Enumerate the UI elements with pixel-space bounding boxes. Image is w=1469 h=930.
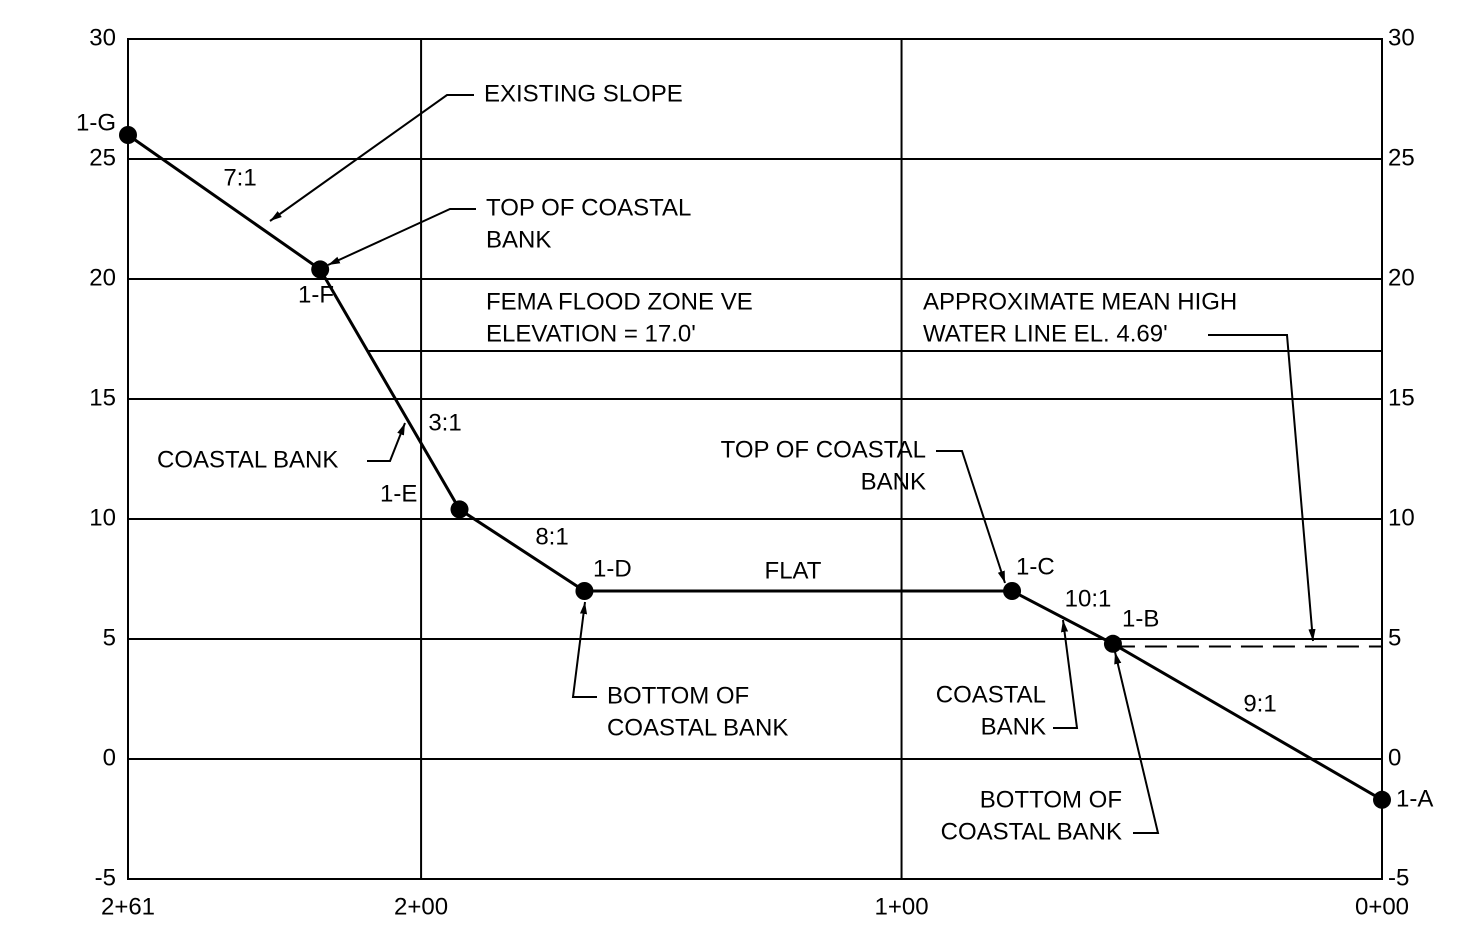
point-label: 1-E — [380, 480, 417, 507]
annotation: EXISTING SLOPE — [484, 80, 683, 107]
annotation: TOP OF COASTAL — [486, 194, 691, 221]
point-label: 1-G — [76, 109, 116, 136]
leader-line — [367, 422, 406, 462]
y2-tick-label: -5 — [1388, 864, 1409, 891]
y-tick-label: 20 — [89, 264, 116, 291]
leader-line — [571, 601, 597, 698]
leader-line — [269, 94, 474, 222]
point-label: 1-B — [1122, 605, 1159, 632]
y2-tick-label: 20 — [1388, 264, 1415, 291]
x-tick-label: 1+00 — [875, 893, 929, 920]
annotation: COASTAL BANK — [157, 446, 338, 473]
y-tick-label: 10 — [89, 504, 116, 531]
point-label: 1-D — [593, 555, 632, 582]
point-label: 1-C — [1016, 553, 1055, 580]
annotation: FEMA FLOOD ZONE VE — [486, 288, 753, 315]
leader-line — [327, 208, 476, 266]
station-point — [1373, 790, 1391, 809]
annotation: COASTAL BANK — [607, 714, 788, 741]
annotation: COASTAL BANK — [941, 818, 1122, 845]
annotation: BANK — [486, 226, 551, 253]
annotation: WATER LINE EL. 4.69' — [923, 320, 1168, 347]
annotation: BANK — [981, 713, 1046, 740]
leader-line — [1208, 334, 1316, 642]
slope-label: 9:1 — [1243, 690, 1276, 717]
y-tick-label: 30 — [89, 24, 116, 51]
annotation: COASTAL — [936, 681, 1046, 708]
y-tick-label: 0 — [103, 744, 116, 771]
leader-line — [1114, 651, 1160, 834]
y-tick-label: 25 — [89, 144, 116, 171]
x-tick-label: 0+00 — [1355, 893, 1409, 920]
y2-tick-label: 30 — [1388, 24, 1415, 51]
slope-label: FLAT — [765, 557, 822, 584]
point-label: 1-A — [1396, 785, 1433, 812]
x-tick-label: 2+61 — [101, 893, 155, 920]
y2-tick-label: 0 — [1388, 744, 1401, 771]
point-label: 1-F — [298, 281, 334, 308]
station-point — [450, 500, 469, 519]
annotation: TOP OF COASTAL — [721, 436, 926, 463]
y2-tick-label: 5 — [1388, 624, 1401, 651]
annotation: BOTTOM OF — [607, 682, 749, 709]
y-tick-label: -5 — [95, 864, 116, 891]
annotation: BOTTOM OF — [980, 786, 1122, 813]
annotation: APPROXIMATE MEAN HIGH — [923, 288, 1237, 315]
y-tick-label: 15 — [89, 384, 116, 411]
y2-tick-label: 15 — [1388, 384, 1415, 411]
slope-label: 10:1 — [1065, 585, 1112, 612]
station-point — [311, 260, 330, 279]
annotation: BANK — [861, 468, 926, 495]
y2-tick-label: 10 — [1388, 504, 1415, 531]
station-point — [1103, 634, 1122, 653]
y2-tick-label: 25 — [1388, 144, 1415, 171]
slope-label: 8:1 — [535, 523, 568, 550]
slope-label: 3:1 — [428, 409, 461, 436]
plot-frame — [127, 38, 1383, 880]
station-point — [119, 126, 137, 144]
leader-line — [936, 450, 1006, 584]
y-tick-label: 5 — [103, 624, 116, 651]
x-tick-label: 2+00 — [394, 893, 448, 920]
station-point — [575, 582, 594, 600]
slope-label: 7:1 — [223, 164, 256, 191]
leader-line — [1053, 619, 1079, 729]
annotation: ELEVATION = 17.0' — [486, 320, 696, 347]
station-point — [1003, 582, 1022, 600]
